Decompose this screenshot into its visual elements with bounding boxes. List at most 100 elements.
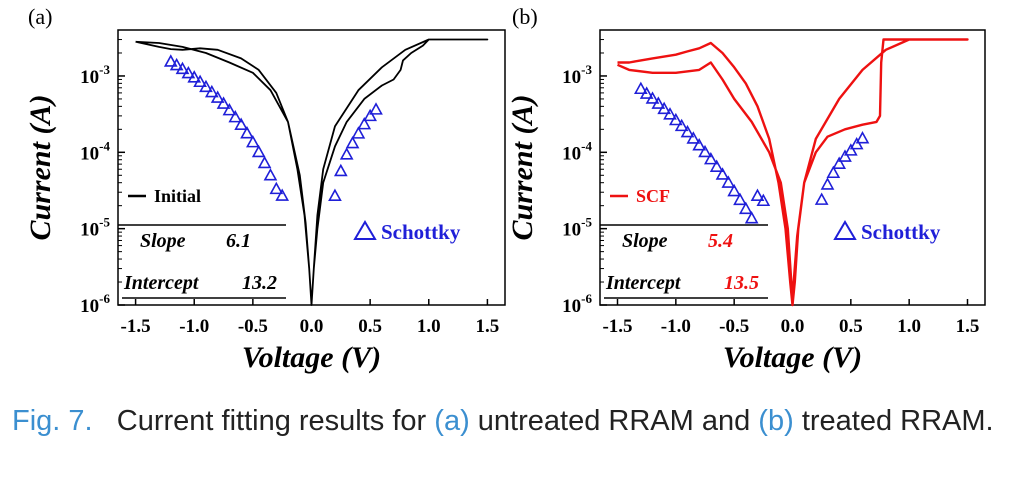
x-tick-label: 0.0 [300,316,324,337]
schottky-point [181,65,196,79]
y-tick-label: 10-3 [562,62,592,88]
schottky-point [703,151,718,165]
legend-label: SCF [636,186,670,206]
figure: (a) -1.5 -1.0 -0.5 0.0 0.5 1.0 1.5 10-6 10-5 10-4 1… [24,4,986,374]
fit-slope-value: 6.1 [226,230,251,252]
schottky-point [750,188,765,202]
schottky-point [257,155,272,169]
y-tick-label: 10-5 [80,215,110,241]
caption-text-1: Current fitting results for [116,405,427,437]
schottky-point [163,54,178,67]
schottky-point [193,74,207,88]
fit-intercept-value: 13.5 [724,272,759,294]
schottky-point [263,168,278,181]
schottky-point [698,144,712,158]
schottky-point [275,188,290,201]
schottky-point [269,181,284,195]
schottky-point [369,102,383,115]
iv-curve-scf [617,38,969,307]
y-tick-label: 10-4 [562,138,592,164]
y-axis-label: Current (A) [506,95,539,241]
schottky-point [199,79,213,93]
x-tick-label: 1.0 [897,316,921,337]
schottky-point [339,147,354,160]
schottky-point [721,175,736,188]
schottky-point [855,131,870,144]
schottky-point [228,109,243,123]
schottky-legend-marker [353,220,377,240]
x-axis-label: Voltage (V) [242,341,381,374]
iv-curve-initial [135,38,489,306]
schottky-legend-label: Schottky [861,220,941,244]
plot-frame [117,29,506,306]
schottky-legend-marker [833,220,857,240]
chart-panel-b: (b) -1.5 -1.0 -0.5 0.0 0.5 1.0 1.5 10-6 10-5 10-4 1… [506,4,986,374]
schottky-point [246,134,260,148]
schottky-point [216,96,231,109]
y-tick-label: 10-3 [80,62,110,88]
schottky-point [727,183,742,197]
x-tick-label: -1.0 [661,316,691,337]
x-tick-label: -1.0 [179,316,209,337]
schottky-point [351,126,366,139]
panel-label: (a) [28,4,52,29]
x-tick-label: -0.5 [719,316,749,337]
schottky-point [175,61,190,75]
caption-text-3: treated RRAM. [801,405,994,437]
fit-slope-label: Slope [140,230,186,252]
figure-caption: Fig. 7. Current fitting results for (a) … [12,403,1007,439]
schottky-point [633,81,648,95]
caption-fig-number: Fig. 7. [12,405,93,437]
x-tick-label: 1.5 [956,316,980,337]
x-tick-label: 0.5 [358,316,382,337]
x-axis-label: Voltage (V) [723,341,862,374]
schottky-point [738,201,753,215]
x-tick-label: 0.0 [781,316,805,337]
schottky-point [345,135,360,149]
x-tick-label: 1.0 [417,316,441,337]
schottky-point [680,124,695,138]
x-tick-label: -0.5 [238,316,268,337]
schottky-point [210,90,225,103]
schottky-point [234,117,248,130]
caption-ref-a: (a) [434,405,470,437]
schottky-point [333,163,348,177]
schottky-legend-label: Schottky [381,220,461,244]
fit-intercept-value: 13.2 [242,272,277,294]
schottky-point [692,138,707,151]
schottky-point [715,167,730,180]
schottky-point [204,84,219,98]
schottky-point [674,118,689,132]
schottky-point [820,177,835,190]
x-tick-label: -1.5 [121,316,151,337]
schottky-point [686,131,701,144]
schottky-point [668,112,683,126]
fit-intercept-label: Intercept [605,272,682,294]
schottky-point [222,102,237,116]
schottky-point [357,116,372,130]
x-tick-label: 1.5 [476,316,500,337]
schottky-point [838,149,852,162]
chart-panel-a: (a) -1.5 -1.0 -0.5 0.0 0.5 1.0 1.5 10-6 10-5 10-4 1… [24,4,506,374]
y-tick-label: 10-4 [80,138,110,164]
schottky-point [240,126,254,139]
legend-label: Initial [154,186,201,206]
y-tick-label: 10-6 [562,291,592,317]
x-tick-label: -1.5 [602,316,632,337]
schottky-point [663,107,677,120]
y-tick-label: 10-5 [562,215,592,241]
schottky-point [756,193,771,207]
schottky-point [187,70,202,83]
schottky-point [814,192,829,205]
schottky-point [832,156,847,169]
schottky-point [657,101,672,115]
caption-text-2: untreated RRAM and [477,405,751,437]
schottky-point [645,91,660,104]
schottky-point [709,159,724,172]
caption-ref-b: (b) [758,405,794,437]
schottky-point [639,86,654,99]
schottky-point [826,165,841,179]
schottky-point [733,192,747,206]
schottky-point [169,57,184,71]
schottky-point [843,143,858,156]
